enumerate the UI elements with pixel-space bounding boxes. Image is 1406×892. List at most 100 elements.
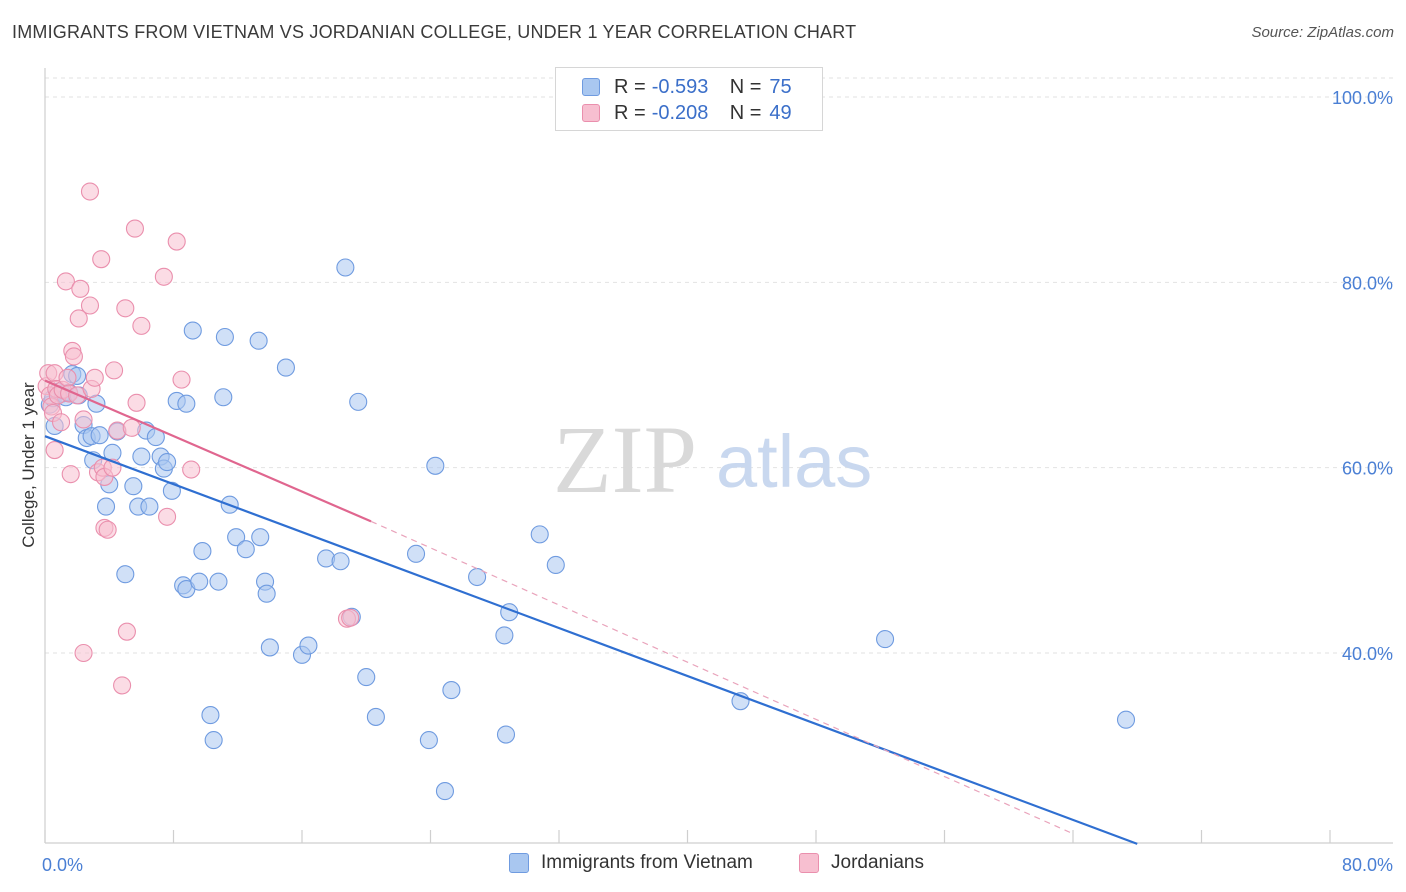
legend-swatch-jordanians (799, 853, 819, 873)
legend-n-value: 49 (769, 101, 792, 124)
watermark-zip: ZIP (553, 406, 697, 513)
vietnam-point (158, 453, 177, 472)
watermark-atlas: atlas (716, 420, 872, 503)
jordanian-point (113, 676, 132, 695)
vietnam-point (260, 638, 279, 657)
legend-swatch-jordanians (582, 104, 600, 122)
x-tick-label: 0.0% (42, 855, 83, 875)
vietnam-point (215, 327, 234, 347)
jordanian-point (61, 465, 80, 484)
vietnam-point (214, 388, 233, 407)
jordanian-point (56, 272, 75, 291)
jordanian-point (125, 219, 144, 238)
jordanian-point (85, 368, 104, 387)
vietnam-point (299, 636, 318, 655)
jordanian-trend-line (44, 379, 372, 523)
vietnam-point (876, 630, 895, 649)
vietnam-point (190, 572, 209, 591)
source-label: Source: ZipAtlas.com (1251, 24, 1394, 41)
jordanian-point (71, 279, 90, 298)
stats-legend: R = -0.593 N = 75 R = -0.208 N = 49 (555, 67, 823, 131)
vietnam-point (349, 392, 368, 411)
gridlines (45, 77, 1393, 654)
legend-r-value: -0.593 (651, 75, 709, 98)
jordanian-point (117, 622, 136, 641)
vietnam-point (116, 565, 135, 584)
vietnam-point (435, 782, 455, 801)
vietnam-point (496, 725, 516, 744)
vietnam-trend-line (44, 435, 1138, 845)
vietnam-point (336, 258, 355, 277)
jordanian-point (98, 520, 117, 539)
jordanian-point (64, 347, 83, 366)
vietnam-point (140, 497, 159, 516)
vietnam-point (442, 681, 461, 700)
vietnam-point (357, 668, 376, 687)
vietnam-point (366, 707, 385, 726)
y-tick-label: 60.0% (1342, 459, 1393, 479)
vietnam-point (406, 544, 426, 563)
vietnam-point (251, 528, 270, 547)
jordanian-point (122, 418, 141, 437)
legend-swatch-vietnam (509, 853, 529, 873)
vietnam-point (177, 394, 196, 413)
x-tick-label: 80.0% (1342, 855, 1393, 875)
jordanian-point (167, 232, 186, 251)
vietnam-point (495, 626, 514, 645)
vietnam-point (204, 731, 223, 750)
vietnam-point (546, 555, 565, 575)
jordanian-point (74, 643, 93, 663)
tick-labels: 40.0% 60.0% 80.0% 100.0% 0.0% 80.0% (42, 88, 1393, 875)
watermark: ZIP atlas (553, 406, 872, 513)
legend-swatch-vietnam (582, 78, 600, 96)
legend-row-vietnam: R = -0.593 N = 75 (582, 75, 792, 99)
vietnam-point (201, 706, 220, 725)
jordanian-point (158, 507, 177, 526)
vietnam-point (249, 331, 268, 350)
jordanian-point (116, 299, 135, 318)
jordanian-point (74, 410, 93, 429)
jordanian-point (58, 368, 77, 387)
vietnam-point (236, 540, 255, 559)
legend-label-vietnam: Immigrants from Vietnam (541, 852, 753, 873)
vietnam-point (276, 358, 295, 377)
jordanian-point (127, 393, 146, 412)
series-legend: Immigrants from Vietnam Jordanians (0, 852, 1406, 878)
vietnam-point (257, 584, 276, 603)
jordanian-point (154, 267, 173, 286)
jordanian-point (341, 608, 360, 627)
vietnam-point (530, 525, 549, 544)
vietnam-point (1116, 710, 1136, 729)
vietnam-point (193, 542, 212, 561)
y-tick-label: 100.0% (1332, 88, 1393, 108)
chart-title: IMMIGRANTS FROM VIETNAM VS JORDANIAN COL… (12, 22, 857, 42)
y-tick-label: 40.0% (1342, 644, 1393, 664)
vietnam-point (419, 731, 438, 750)
jordanian-point (105, 361, 124, 380)
jordanian-point (92, 250, 111, 269)
legend-r-label: R = (614, 75, 646, 98)
vietnam-point (124, 477, 143, 496)
legend-n-label: N = (729, 101, 762, 124)
jordanian-point (45, 441, 64, 460)
y-tick-label: 80.0% (1342, 273, 1393, 293)
jordanian-point (52, 413, 71, 432)
vietnam-point (96, 497, 116, 516)
legend-label-jordanians: Jordanians (831, 852, 924, 873)
axes (44, 68, 1393, 844)
vietnam-point (426, 456, 445, 475)
legend-row-jordanians: R = -0.208 N = 49 (582, 101, 792, 125)
legend-item-vietnam: Immigrants from Vietnam (509, 852, 753, 874)
y-axis-title: College, Under 1 year (19, 382, 38, 548)
trend-lines (44, 379, 1138, 845)
legend-r-value: -0.208 (651, 101, 709, 124)
vietnam-point (90, 426, 109, 445)
jordanian-point (172, 370, 191, 389)
vietnam-point (209, 572, 228, 591)
jordanian-point (69, 309, 88, 328)
vietnam-point (162, 481, 181, 500)
jordanian-trend-extension (370, 520, 1074, 835)
legend-r-label: R = (614, 101, 646, 124)
data-points (37, 182, 1136, 801)
